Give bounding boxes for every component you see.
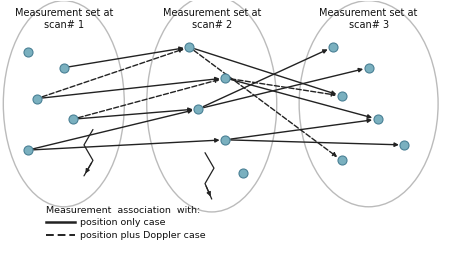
Text: position plus Doppler case: position plus Doppler case	[80, 231, 205, 240]
Text: Measurement set at
scan# 3: Measurement set at scan# 3	[320, 9, 418, 30]
Text: Measurement  association  with:: Measurement association with:	[46, 206, 200, 215]
Text: Measurement set at
scan# 1: Measurement set at scan# 1	[14, 9, 113, 30]
Text: Measurement set at
scan# 2: Measurement set at scan# 2	[162, 9, 261, 30]
Text: position only case: position only case	[80, 218, 165, 227]
